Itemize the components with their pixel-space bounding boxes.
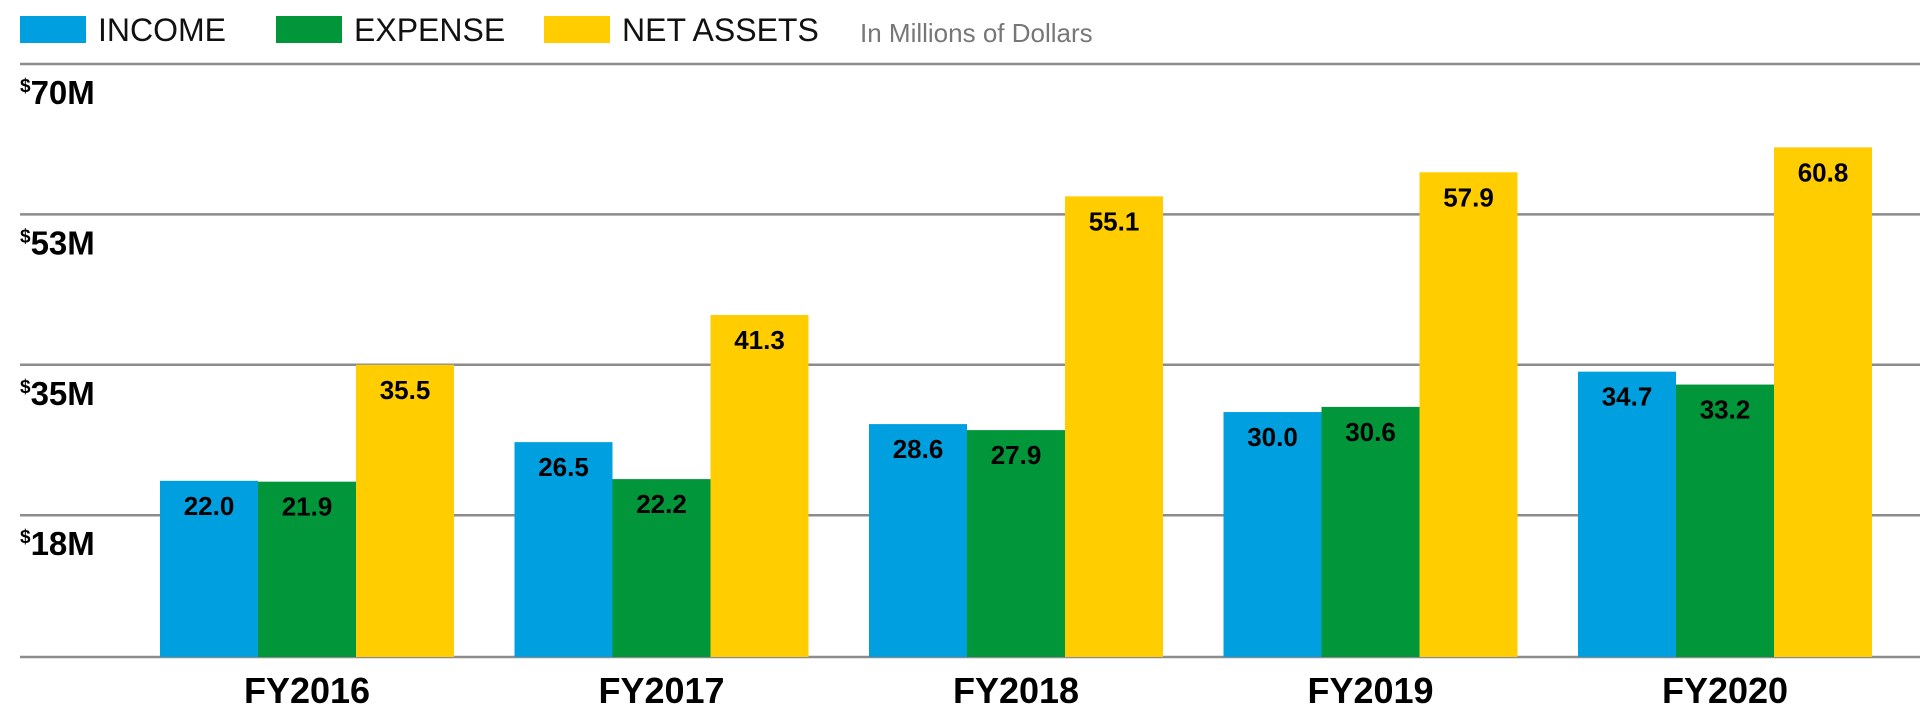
bar-income-fy2019 xyxy=(1223,412,1322,657)
data-label: 22.0 xyxy=(184,491,235,521)
y-tick-label: $18M xyxy=(20,525,95,562)
data-label: 21.9 xyxy=(282,492,333,522)
x-tick-label: FY2019 xyxy=(1307,670,1433,711)
bars xyxy=(160,147,1872,658)
bar-net-assets-fy2019 xyxy=(1419,172,1518,657)
bar-expense-fy2019 xyxy=(1321,406,1420,657)
bar-net-assets-fy2017 xyxy=(710,314,809,657)
legend-label: INCOME xyxy=(98,12,226,48)
bar-expense-fy2020 xyxy=(1676,384,1774,657)
data-label: 57.9 xyxy=(1443,182,1494,212)
data-label: 30.6 xyxy=(1345,417,1396,447)
x-tick-label: FY2017 xyxy=(598,670,724,711)
units-note: In Millions of Dollars xyxy=(860,18,1093,48)
legend-item-income: INCOME xyxy=(20,12,226,48)
bar-income-fy2016 xyxy=(160,480,258,657)
bar-income-fy2018 xyxy=(869,424,967,657)
bar-net-assets-fy2018 xyxy=(1065,196,1163,658)
x-axis-ticks: FY2016 FY2017 FY2018 FY2019 FY2020 xyxy=(244,670,1788,711)
bar-expense-fy2018 xyxy=(967,430,1065,657)
data-label: 60.8 xyxy=(1798,157,1849,187)
legend-swatch xyxy=(276,16,342,43)
bar-income-fy2020 xyxy=(1578,371,1676,657)
x-tick-label: FY2016 xyxy=(244,670,370,711)
bar-income-fy2017 xyxy=(514,442,613,657)
data-label: 33.2 xyxy=(1700,395,1751,425)
legend-item-net-assets: NET ASSETS xyxy=(544,12,819,48)
legend-label: NET ASSETS xyxy=(622,12,819,48)
legend-swatch xyxy=(544,16,610,43)
legend-item-expense: EXPENSE xyxy=(276,12,505,48)
x-tick-label: FY2020 xyxy=(1662,670,1788,711)
bar-expense-fy2017 xyxy=(612,479,711,657)
x-tick-label: FY2018 xyxy=(953,670,1079,711)
data-label: 26.5 xyxy=(538,452,589,482)
legend-swatch xyxy=(20,16,86,43)
data-label: 35.5 xyxy=(380,375,431,405)
bar-net-assets-fy2016 xyxy=(356,364,454,657)
legend-label: EXPENSE xyxy=(354,12,505,48)
bar-expense-fy2016 xyxy=(258,481,356,657)
legend: INCOME EXPENSE NET ASSETS xyxy=(20,12,819,48)
bar-labels: 22.0 21.9 35.5 26.5 22.2 41.3 28.6 27.9 55.1 30.0… xyxy=(184,157,1849,521)
y-tick-label: $35M xyxy=(20,375,95,412)
data-label: 27.9 xyxy=(991,440,1042,470)
bar-net-assets-fy2020 xyxy=(1774,147,1872,657)
data-label: 28.6 xyxy=(893,434,944,464)
data-label: 30.0 xyxy=(1247,422,1298,452)
y-tick-label: $53M xyxy=(20,224,95,261)
y-axis-ticks: $18M $35M $53M $70M xyxy=(20,74,95,562)
data-label: 41.3 xyxy=(734,325,785,355)
y-tick-label: $70M xyxy=(20,74,95,111)
data-label: 34.7 xyxy=(1602,382,1653,412)
data-label: 22.2 xyxy=(636,489,687,519)
data-label: 55.1 xyxy=(1089,206,1140,236)
